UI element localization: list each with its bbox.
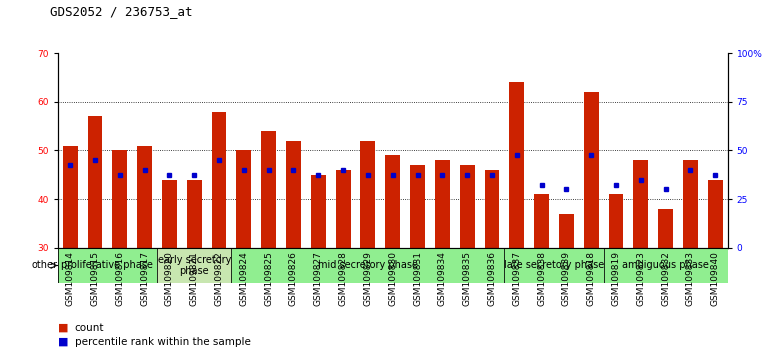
Bar <box>410 165 425 248</box>
Text: GSM109832: GSM109832 <box>661 251 670 306</box>
Text: GSM109834: GSM109834 <box>438 251 447 306</box>
Text: GSM109835: GSM109835 <box>463 251 472 306</box>
Bar <box>360 141 375 248</box>
Bar <box>683 160 698 248</box>
Bar <box>236 150 251 248</box>
FancyBboxPatch shape <box>157 248 232 283</box>
Text: late secretory phase: late secretory phase <box>504 261 604 270</box>
Bar <box>435 160 450 248</box>
Text: GSM109820: GSM109820 <box>165 251 174 306</box>
Text: mid secretory phase: mid secretory phase <box>318 261 418 270</box>
Bar <box>137 145 152 248</box>
FancyBboxPatch shape <box>232 248 504 283</box>
Text: GSM109826: GSM109826 <box>289 251 298 306</box>
Bar <box>162 179 177 248</box>
Bar <box>608 194 624 248</box>
Text: GSM109823: GSM109823 <box>636 251 645 306</box>
Text: GSM109830: GSM109830 <box>388 251 397 306</box>
Text: GSM109821: GSM109821 <box>189 251 199 306</box>
Text: GSM109828: GSM109828 <box>339 251 347 306</box>
Bar <box>187 179 202 248</box>
Text: GSM109837: GSM109837 <box>512 251 521 306</box>
Text: ■: ■ <box>58 337 69 347</box>
Bar <box>112 150 127 248</box>
Text: GSM109836: GSM109836 <box>487 251 497 306</box>
FancyBboxPatch shape <box>604 248 728 283</box>
Bar <box>534 194 549 248</box>
Text: GSM109833: GSM109833 <box>686 251 695 306</box>
FancyBboxPatch shape <box>58 248 728 283</box>
Text: GSM109816: GSM109816 <box>116 251 124 306</box>
Bar <box>658 209 673 248</box>
Bar <box>62 145 78 248</box>
Bar <box>484 170 500 248</box>
Text: GSM109840: GSM109840 <box>711 251 720 306</box>
Text: proliferative phase: proliferative phase <box>62 261 153 270</box>
Text: other: other <box>32 261 57 270</box>
Text: GSM109819: GSM109819 <box>611 251 621 306</box>
Text: GSM109814: GSM109814 <box>65 251 75 306</box>
Bar <box>212 112 226 248</box>
Bar <box>634 160 648 248</box>
FancyBboxPatch shape <box>58 248 157 283</box>
Text: ■: ■ <box>58 323 69 333</box>
FancyBboxPatch shape <box>504 248 604 283</box>
Text: early secretory
phase: early secretory phase <box>158 255 231 276</box>
Text: GSM109827: GSM109827 <box>313 251 323 306</box>
Text: GDS2052 / 236753_at: GDS2052 / 236753_at <box>50 5 192 18</box>
Bar <box>385 155 400 248</box>
Text: GSM109831: GSM109831 <box>413 251 422 306</box>
Text: percentile rank within the sample: percentile rank within the sample <box>75 337 250 347</box>
Bar <box>460 165 474 248</box>
Bar <box>286 141 301 248</box>
Bar <box>509 82 524 248</box>
Text: GSM109818: GSM109818 <box>587 251 596 306</box>
Bar <box>559 214 574 248</box>
Text: ambiguous phase: ambiguous phase <box>622 261 709 270</box>
Text: GSM109829: GSM109829 <box>363 251 373 306</box>
Text: GSM109817: GSM109817 <box>140 251 149 306</box>
Text: GSM109839: GSM109839 <box>562 251 571 306</box>
Bar <box>336 170 350 248</box>
Text: GSM109824: GSM109824 <box>239 251 249 306</box>
Bar <box>708 179 723 248</box>
Bar <box>311 175 326 248</box>
Text: GSM109815: GSM109815 <box>90 251 99 306</box>
Bar <box>261 131 276 248</box>
Bar <box>584 92 598 248</box>
Text: GSM109838: GSM109838 <box>537 251 546 306</box>
Bar <box>88 116 102 248</box>
Text: count: count <box>75 323 104 333</box>
Text: GSM109825: GSM109825 <box>264 251 273 306</box>
Text: GSM109822: GSM109822 <box>215 251 223 306</box>
